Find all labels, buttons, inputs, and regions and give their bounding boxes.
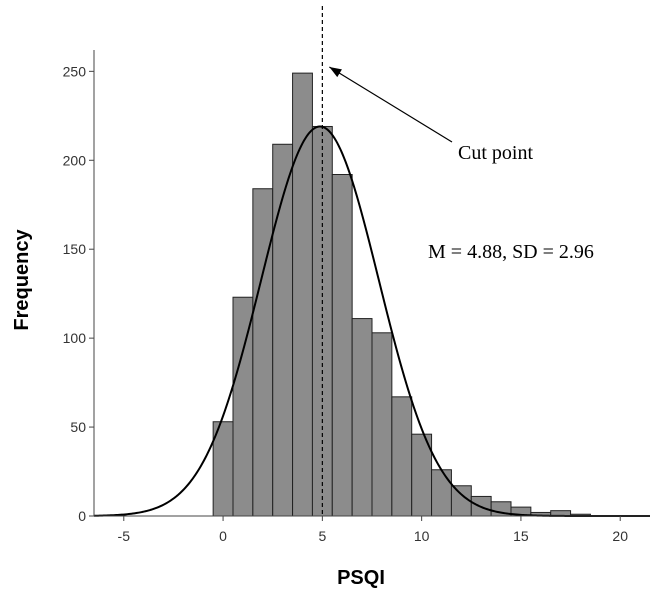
cut-point-arrowhead: [329, 67, 342, 78]
bars-layer: [212, 72, 591, 517]
y-tick-label-250: 250: [63, 63, 87, 79]
y-tick-label-0: 0: [78, 508, 86, 524]
x-tick-label--5: -5: [118, 528, 131, 544]
histogram-bar-9: [391, 396, 413, 517]
x-tick-label-5: 5: [318, 528, 326, 544]
y-tick-label-100: 100: [63, 330, 87, 346]
histogram-bar-4: [292, 72, 313, 517]
axes-layer: 0 50 100 150 200 250 -5 0 5 10 15 20: [63, 50, 650, 544]
y-tick-label-150: 150: [63, 241, 87, 257]
x-tick-label-0: 0: [219, 528, 227, 544]
histogram-bar-2: [252, 188, 274, 517]
y-axis-title: Frequency: [11, 229, 33, 331]
histogram-bar-6: [331, 174, 353, 517]
histogram-bar-1: [232, 296, 254, 517]
histogram-bar-8: [371, 332, 393, 517]
cut-point-label: Cut point: [458, 142, 533, 164]
stats-label: M = 4.88, SD = 2.96: [428, 241, 594, 263]
x-axis-title: PSQI: [337, 567, 385, 589]
cut-point-arrow: [329, 66, 453, 143]
annotation-layer: Cut point M = 4.88, SD = 2.96: [428, 142, 594, 263]
histogram-bar-11: [431, 469, 452, 517]
x-tick-label-15: 15: [513, 528, 529, 544]
histogram-bar-7: [351, 318, 373, 517]
y-tick-label-200: 200: [63, 152, 87, 168]
cut-layer: [321, 6, 453, 516]
y-tick-label-50: 50: [70, 419, 86, 435]
x-tick-label-20: 20: [612, 528, 628, 544]
x-tick-label-10: 10: [414, 528, 430, 544]
